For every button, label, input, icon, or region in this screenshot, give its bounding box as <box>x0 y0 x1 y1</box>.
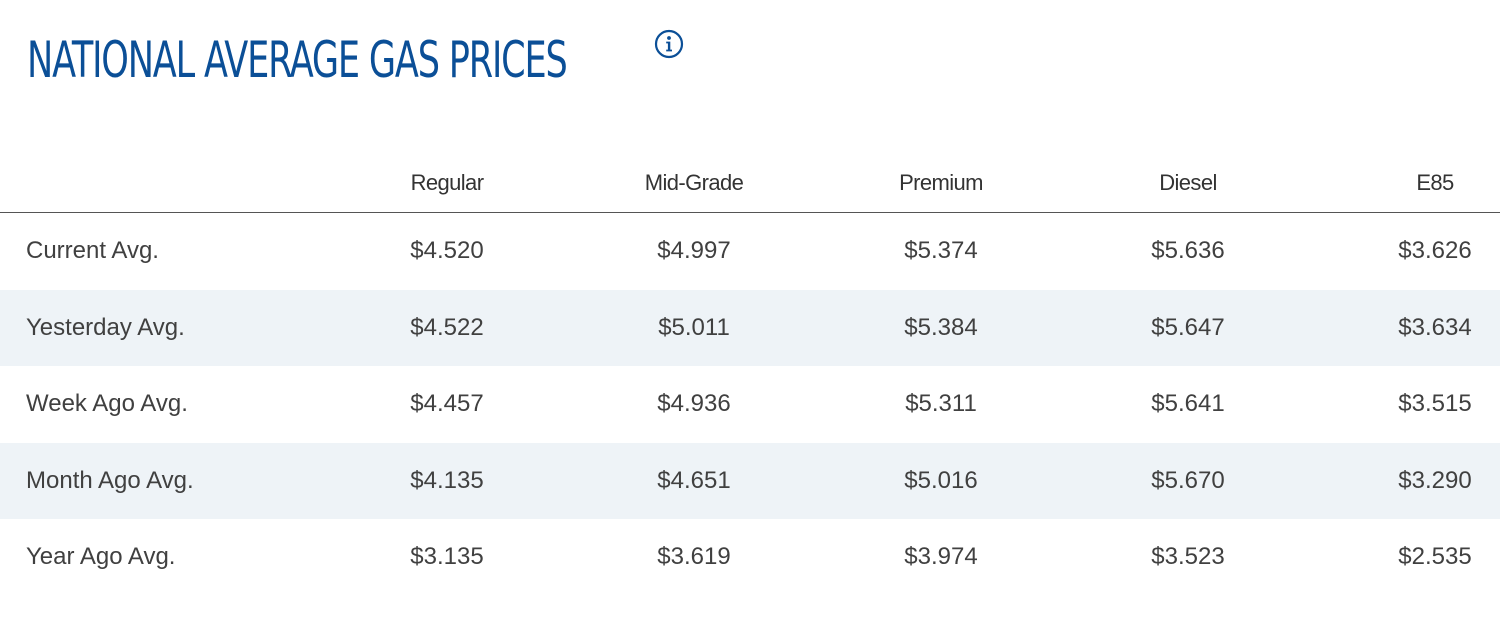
price-cell: $3.626 <box>1398 237 1472 264</box>
table-row: Current Avg. $4.520 $4.997 $5.374 $5.636… <box>0 213 1500 290</box>
price-cell: $5.374 <box>904 237 978 264</box>
price-cell: $5.016 <box>904 466 978 494</box>
row-label: Yesterday Avg. <box>26 313 185 341</box>
table-header-row: Regular Mid-Grade Premium Diesel E85 <box>0 160 1500 213</box>
column-header-premium: Premium <box>899 170 983 195</box>
table-row: Week Ago Avg. $4.457 $4.936 $5.311 $5.64… <box>0 366 1500 443</box>
price-cell: $3.135 <box>410 543 484 570</box>
row-label: Week Ago Avg. <box>26 390 188 417</box>
price-cell: $5.670 <box>1151 466 1225 494</box>
gas-prices-table: Regular Mid-Grade Premium Diesel E85 Cur… <box>0 160 1500 596</box>
price-cell: $3.523 <box>1151 543 1225 570</box>
price-cell: $4.651 <box>657 466 731 494</box>
price-cell: $3.515 <box>1398 390 1472 417</box>
price-cell: $4.520 <box>410 237 484 264</box>
row-label: Month Ago Avg. <box>26 466 194 494</box>
price-cell: $4.997 <box>657 237 731 264</box>
column-header-regular: Regular <box>410 170 484 195</box>
table-row: Year Ago Avg. $3.135 $3.619 $3.974 $3.52… <box>0 519 1500 596</box>
price-cell: $4.457 <box>410 390 484 417</box>
price-cell: $4.522 <box>410 313 484 341</box>
info-circle-icon[interactable] <box>654 29 684 59</box>
price-cell: $5.384 <box>904 313 978 341</box>
row-label: Year Ago Avg. <box>26 543 176 570</box>
price-cell: $5.641 <box>1151 390 1225 417</box>
price-cell: $3.290 <box>1398 466 1472 494</box>
table-row: Month Ago Avg. $4.135 $4.651 $5.016 $5.6… <box>0 442 1500 519</box>
price-cell: $3.634 <box>1398 313 1472 341</box>
price-cell: $3.974 <box>904 543 978 570</box>
row-label: Current Avg. <box>26 237 159 264</box>
column-header-diesel: Diesel <box>1159 170 1217 195</box>
column-header-e85: E85 <box>1416 170 1454 195</box>
price-cell: $2.535 <box>1398 543 1472 570</box>
column-header-mid-grade: Mid-Grade <box>644 170 744 195</box>
price-cell: $4.936 <box>657 390 731 417</box>
price-cell: $3.619 <box>657 543 731 570</box>
page-title: NATIONAL AVERAGE GAS PRICES <box>27 31 568 89</box>
price-cell: $5.011 <box>658 313 730 341</box>
page-header: NATIONAL AVERAGE GAS PRICES <box>27 28 719 98</box>
price-cell: $5.636 <box>1151 237 1225 264</box>
table-row: Yesterday Avg. $4.522 $5.011 $5.384 $5.6… <box>0 289 1500 366</box>
price-cell: $5.311 <box>905 390 977 417</box>
price-cell: $5.647 <box>1151 313 1225 341</box>
price-cell: $4.135 <box>410 466 484 494</box>
